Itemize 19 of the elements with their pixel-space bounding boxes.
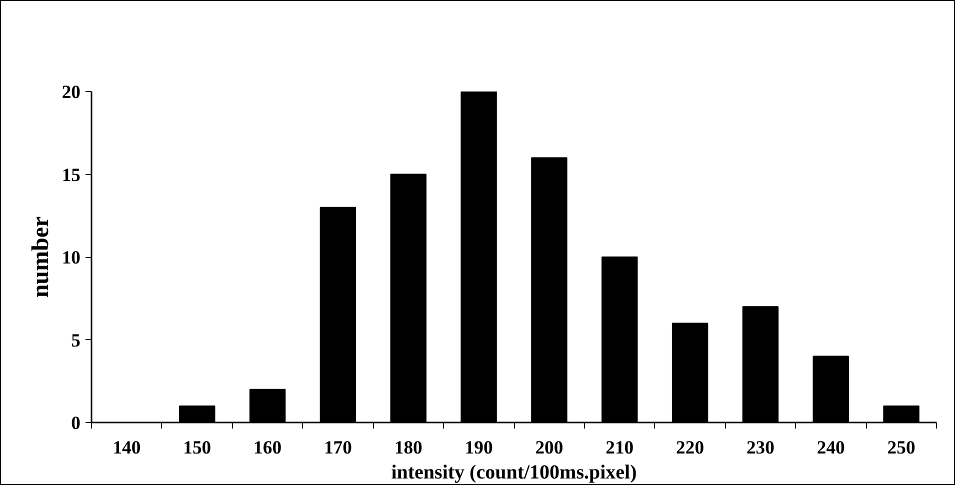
y-tick-label: 20 [62,82,80,103]
x-tick-label: 190 [464,438,493,458]
x-tick-label: 140 [112,438,141,458]
x-axis-title: intensity (count/100ms.pixel) [391,462,637,484]
y-tick-label: 5 [71,330,80,352]
x-tick-label: 250 [887,438,916,458]
y-tick-label: 0 [71,413,80,434]
x-tick-label: 210 [606,438,634,458]
x-tick-label: 160 [254,438,282,458]
x-tick-label: 150 [183,438,212,458]
x-tick-label: 220 [676,438,704,458]
x-tick-label: 180 [394,438,422,458]
y-tick-label: 15 [62,164,80,186]
x-tick-label: 200 [535,438,564,458]
x-tick-label: 240 [816,438,845,458]
x-tick-label: 170 [324,438,352,458]
y-axis-title: number [28,216,54,298]
y-tick-label: 10 [62,248,80,268]
x-tick-label: 230 [746,438,774,458]
